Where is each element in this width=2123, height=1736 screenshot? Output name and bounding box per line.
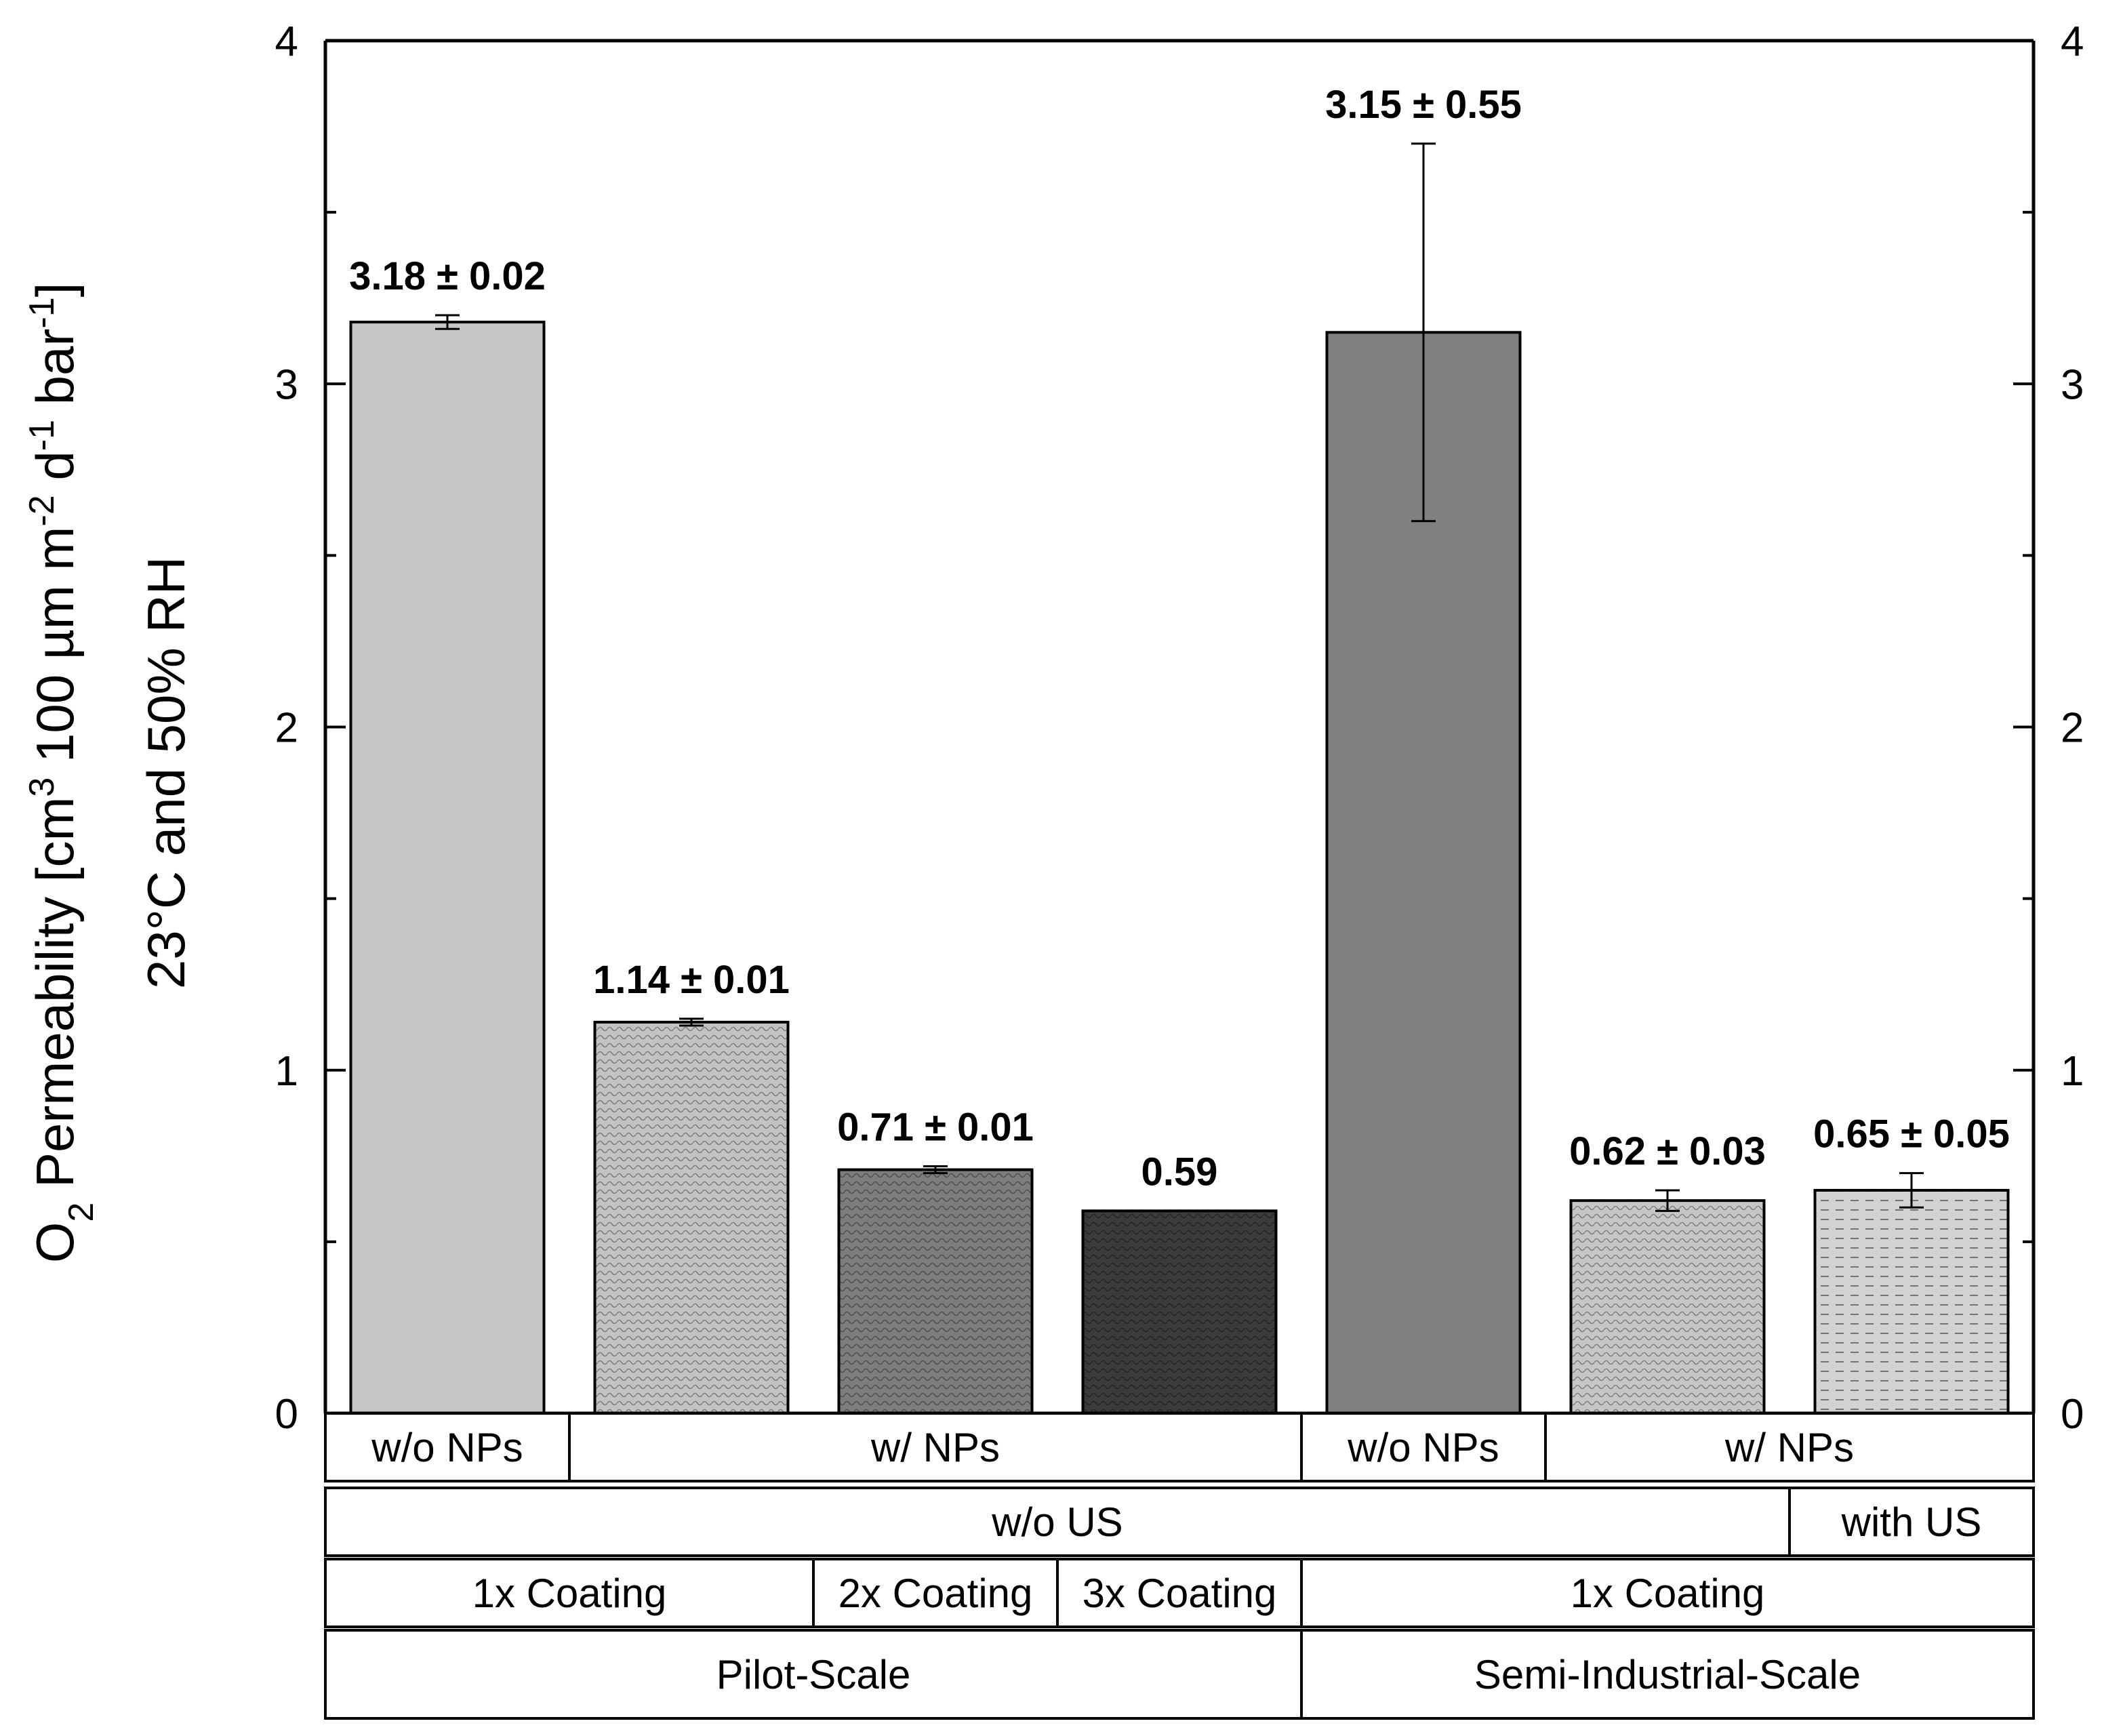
bar-3-texture <box>838 1169 1032 1413</box>
table-cell-label: w/o US <box>991 1499 1123 1545</box>
error-bar-5 <box>1411 142 1436 523</box>
error-bar-2 <box>679 1017 704 1027</box>
y-axis-title-line-2: 23°C and 50% RH <box>136 557 196 989</box>
table-cell-row1 <box>1300 1412 1547 1482</box>
left-tick-label: 3 <box>275 361 298 408</box>
axis-ticks: 0 0 1 1 2 2 3 3 4 4 <box>275 18 2084 1438</box>
right-tick-label: 3 <box>2061 361 2084 408</box>
error-bar-6 <box>1655 1189 1680 1212</box>
bars-layer <box>349 142 2010 1415</box>
left-tick-label: 0 <box>275 1391 298 1438</box>
table-cell-label: 3x Coating <box>1083 1571 1277 1616</box>
error-bar-3 <box>923 1165 948 1175</box>
table-cell-label: Semi-Industrial-Scale <box>1474 1652 1861 1697</box>
table-cell-row1 <box>1544 1412 2035 1482</box>
data-label-5: 3.15 ± 0.55 <box>1325 83 1522 127</box>
data-label-7: 0.65 ± 0.05 <box>1813 1112 2010 1156</box>
axes-frame <box>323 39 2036 1415</box>
table-cell-row1 <box>324 1412 571 1482</box>
error-bar-7 <box>1899 1172 1924 1209</box>
table-cell-row3 <box>812 1558 1059 1628</box>
left-tick-label: 1 <box>275 1048 298 1095</box>
table-cell-label: w/o NPs <box>371 1425 523 1470</box>
data-label-2: 1.14 ± 0.01 <box>593 958 790 1002</box>
table-cell-label: 1x Coating <box>1571 1571 1765 1616</box>
table-cell-label: w/ NPs <box>870 1425 1000 1470</box>
table-cell-label: Pilot-Scale <box>716 1652 911 1697</box>
data-labels: 3.18 ± 0.02 1.14 ± 0.01 0.71 ± 0.01 0.59 3.1… <box>349 83 2010 1194</box>
table-cell-label: w/ NPs <box>1724 1425 1854 1470</box>
data-label-4: 0.59 <box>1141 1150 1218 1194</box>
bar-4-texture <box>1083 1211 1276 1413</box>
table-cell-row4 <box>1300 1629 2035 1720</box>
right-tick-label: 0 <box>2061 1391 2084 1438</box>
bar-6-texture <box>1571 1200 1764 1413</box>
right-tick-label: 2 <box>2061 705 2084 752</box>
bar-1 <box>350 322 544 1413</box>
data-label-6: 0.62 ± 0.03 <box>1569 1129 1766 1173</box>
left-tick-label: 4 <box>275 18 298 65</box>
bar-2-texture <box>594 1022 788 1413</box>
table-cell-row1 <box>568 1412 1303 1482</box>
y-axis-title-line-1: O2 Permeability [cm3 100 µm m-2 d-1 bar-… <box>22 283 101 1264</box>
table-cell-row3 <box>1300 1558 2035 1628</box>
error-bar-1 <box>435 314 460 330</box>
right-tick-label: 4 <box>2061 18 2084 65</box>
bar-7-texture <box>1815 1190 2008 1413</box>
data-label-3: 0.71 ± 0.01 <box>837 1106 1034 1150</box>
table-cell-label: 2x Coating <box>838 1571 1033 1616</box>
left-tick-label: 2 <box>275 705 298 752</box>
table-cell-row2 <box>1788 1487 2035 1557</box>
right-tick-label: 1 <box>2061 1048 2084 1095</box>
table-cell-label: 1x Coating <box>472 1571 667 1616</box>
table-cell-label: w/o NPs <box>1347 1425 1499 1470</box>
category-table: w/o NPs w/ NPs w/o NPs w/ NPs w/o US with US 1… <box>324 1412 2035 1720</box>
table-cell-label: with US <box>1841 1499 1982 1545</box>
data-label-1: 3.18 ± 0.02 <box>349 254 546 298</box>
table-cell-row2 <box>324 1487 1791 1557</box>
